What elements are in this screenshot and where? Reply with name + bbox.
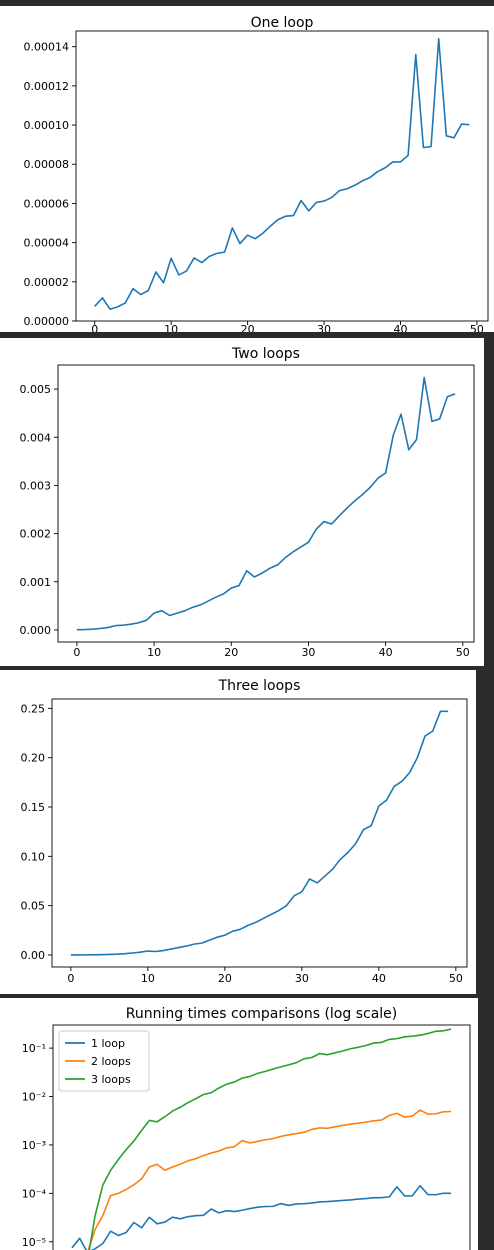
x-tick-label: 50 [470,323,484,332]
y-tick-label: 10⁻¹ [22,1042,46,1055]
plot-frame [52,1024,471,1250]
y-tick-label: 0.00012 [24,80,70,93]
chart-two-loops-svg: Two loops 0.000 0.001 0.002 0.003 0.004 0.005 0… [20,346,475,659]
chart-two-loops: Two loops 0.000 0.001 0.002 0.003 0.004 0.005 0… [0,338,484,666]
plot-frame [57,364,475,643]
y-tick-label: 0.05 [21,900,46,913]
x-tick-label: 40 [372,972,386,985]
x-tick-label: 50 [449,972,463,985]
series-line-chart1-0 [94,38,470,311]
y-tick-label: 0.000 [20,624,52,637]
plot-frame [51,698,468,968]
x-tick-label: 20 [218,972,232,985]
x-tick-label: 40 [393,323,407,332]
series-line-2-loops [87,1109,452,1250]
y-tick-label: 0.00006 [24,197,70,210]
x-tick-label: 10 [141,972,155,985]
x-tick-label: 30 [317,323,331,332]
y-tick-label: 0.15 [21,801,46,814]
series-line-chart3-0 [70,710,449,956]
chart-title: Two loops [231,346,300,362]
chart-title: One loop [251,15,314,31]
y-tick-label: 0.00000 [24,315,70,328]
x-tick-label: 20 [224,646,238,659]
chart-three-loops: Three loops 0.00 0.05 0.10 0.15 0.20 0.25 0 10 20… [0,670,476,994]
y-tick-label: 10⁻² [22,1091,46,1104]
y-tick-label: 0.10 [21,850,46,863]
y-tick-label: 0.20 [21,752,46,765]
y-tick-label: 0.00004 [24,237,70,250]
chart-one-loop: One loop 0.00000 0.00002 0.00004 0.00006 0.00… [0,6,494,332]
y-tick-label: 10⁻³ [22,1139,46,1152]
chart-title: Running times comparisons (log scale) [126,1006,397,1022]
y-tick-label: 0.00014 [24,41,70,54]
chart-title: Three loops [218,678,301,694]
y-tick-label: 0.25 [21,702,46,715]
y-tick-label: 0.004 [20,431,52,444]
x-tick-label: 0 [67,972,74,985]
plot-frame [75,30,489,322]
legend-label: 1 loop [91,1037,125,1050]
chart-one-loop-svg: One loop 0.00000 0.00002 0.00004 0.00006 0.00… [24,15,489,332]
y-tick-label: 0.00010 [24,119,70,132]
y-tick-label: 10⁻⁴ [22,1187,47,1200]
x-tick-label: 30 [301,646,315,659]
legend-box [58,1030,150,1092]
x-tick-label: 40 [379,646,393,659]
legend-label: 2 loops [91,1055,131,1068]
chart-three-loops-svg: Three loops 0.00 0.05 0.10 0.15 0.20 0.25 0 10 20… [21,678,468,985]
y-tick-label: 0.005 [20,383,52,396]
series-line-3-loops [88,1028,452,1250]
series-line-1-loop [71,1184,452,1250]
y-tick-label: 0.00008 [24,158,70,171]
y-tick-label: 0.00002 [24,276,70,289]
x-tick-label: 30 [295,972,309,985]
chart-log-comparison: Running times comparisons (log scale) 10⁻… [0,998,478,1250]
x-tick-label: 0 [91,323,98,332]
x-tick-label: 10 [164,323,178,332]
y-tick-label: 0.003 [20,479,52,492]
x-tick-label: 20 [241,323,255,332]
x-tick-label: 0 [73,646,80,659]
y-tick-label: 0.002 [20,528,52,541]
legend-label: 3 loops [91,1073,131,1086]
series-line-chart2-0 [76,376,456,631]
x-tick-label: 10 [147,646,161,659]
y-tick-label: 10⁻⁵ [22,1236,46,1249]
x-tick-label: 50 [456,646,470,659]
chart-log-comparison-svg: Running times comparisons (log scale) 10⁻… [22,1006,471,1250]
y-tick-label: 0.00 [21,949,46,962]
y-tick-label: 0.001 [20,576,52,589]
